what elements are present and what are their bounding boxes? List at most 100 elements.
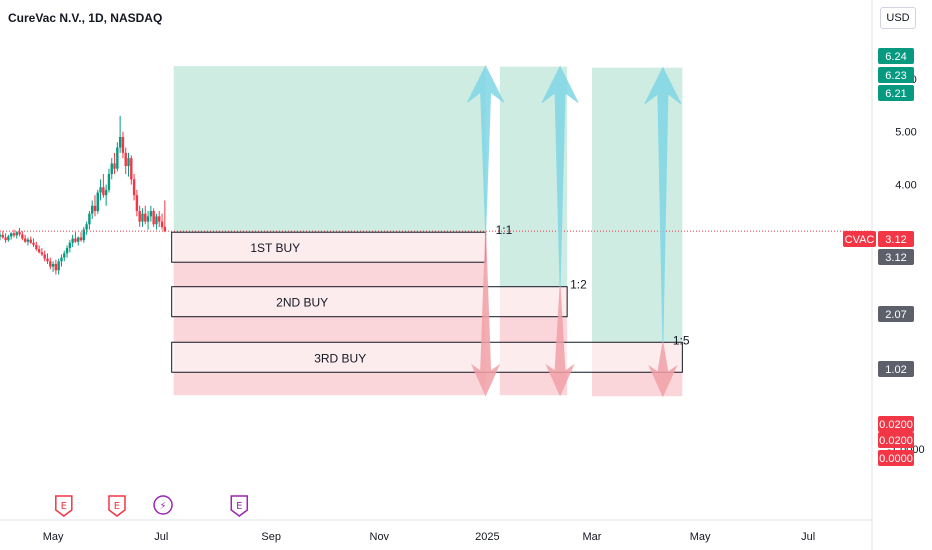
candle-body xyxy=(26,239,30,242)
profit-zone-1 xyxy=(173,66,486,233)
candle-body xyxy=(152,211,155,225)
candle-body xyxy=(32,242,35,245)
candle-body xyxy=(141,213,144,222)
price-tag xyxy=(878,432,914,448)
price-tag-text: 6.23 xyxy=(885,70,906,82)
candle-body xyxy=(54,263,58,271)
symbol-tag xyxy=(843,231,876,247)
symbol-price-tag xyxy=(878,231,914,247)
x-tick-label: Jul xyxy=(801,531,815,543)
x-tick-label: May xyxy=(43,531,64,543)
candle-body xyxy=(132,179,136,196)
price-tag-text: 0.0200 xyxy=(879,419,913,431)
candle-body xyxy=(121,136,125,153)
candle-body xyxy=(155,216,158,225)
candle-body xyxy=(1,234,4,238)
x-tick-label: Jul xyxy=(154,531,168,543)
price-tag xyxy=(878,48,914,64)
event-glyph: E xyxy=(61,501,67,512)
event-glyph: E xyxy=(236,501,242,512)
candle-body xyxy=(43,254,46,259)
candle-body xyxy=(135,195,139,212)
risk-reward-label-1: 1:1 xyxy=(496,223,513,237)
candle-body xyxy=(116,147,119,169)
candle-body xyxy=(63,253,66,258)
candle-body xyxy=(68,242,72,249)
candle-body xyxy=(35,244,38,250)
symbol-tag-text: CVAC xyxy=(845,234,875,246)
candle-body xyxy=(149,211,153,217)
candle-body xyxy=(82,229,86,241)
x-tick-label: Nov xyxy=(370,531,390,543)
candle-body xyxy=(113,163,116,169)
price-tag-text: 6.21 xyxy=(885,88,906,100)
candle-body xyxy=(85,224,88,230)
price-tag xyxy=(878,249,914,265)
event-glyph: ⚡ xyxy=(160,501,167,512)
price-tag-text: 3.12 xyxy=(885,252,906,264)
candle-body xyxy=(90,205,94,214)
candle-body xyxy=(118,136,122,148)
buy-box-1 xyxy=(171,231,487,263)
candle-body xyxy=(71,238,74,243)
price-tag xyxy=(878,361,914,377)
candle-body xyxy=(104,189,108,196)
risk-reward-label-3: 1:5 xyxy=(673,333,690,347)
symbol-price-text: 3.12 xyxy=(885,234,906,246)
candle-body xyxy=(7,236,10,241)
candle-body xyxy=(60,257,63,262)
candle-body xyxy=(144,213,147,222)
stop-arrow-3 xyxy=(648,342,678,398)
candle-body xyxy=(65,248,69,254)
candle-body xyxy=(37,249,41,253)
candle-body xyxy=(93,205,97,212)
price-tag-text: 1.02 xyxy=(885,364,906,376)
price-tag-text: 6.24 xyxy=(885,51,906,63)
buy-box-2 xyxy=(171,286,568,318)
candle-body xyxy=(51,263,55,267)
price-tag-text: 2.07 xyxy=(885,309,906,321)
buy-label-1: 1ST BUY xyxy=(250,241,300,255)
profit-zone-3 xyxy=(591,67,683,343)
candle-body xyxy=(15,232,18,236)
candle-body xyxy=(163,226,167,232)
candle-body xyxy=(127,158,130,167)
candle-body xyxy=(74,238,77,242)
candle-body xyxy=(79,237,83,241)
earnings-event-icon xyxy=(108,495,126,517)
buy-box-3 xyxy=(171,341,683,373)
price-tag-text: 0.0200 xyxy=(879,435,913,447)
event-glyph: E xyxy=(114,501,120,512)
candle-body xyxy=(130,158,133,180)
price-tag xyxy=(878,450,914,466)
x-tick-label: 2025 xyxy=(475,531,499,543)
candle-body xyxy=(102,187,105,196)
candle-body xyxy=(99,187,102,193)
candle-body xyxy=(110,163,113,175)
x-tick-label: Sep xyxy=(261,531,281,543)
earnings-event-icon xyxy=(55,495,73,517)
candle-body xyxy=(49,261,52,267)
candle-body xyxy=(57,261,60,271)
candle-body xyxy=(23,238,27,242)
candle-body xyxy=(124,152,127,167)
earnings-event-icon xyxy=(230,495,249,517)
candle-body xyxy=(107,174,111,190)
price-tag xyxy=(878,85,914,101)
candle-body xyxy=(158,216,161,222)
candle-body xyxy=(40,252,44,255)
y-tick-label: 4.00 xyxy=(895,180,916,192)
stop-arrow-2 xyxy=(545,286,575,397)
candle-body xyxy=(18,232,21,235)
x-tick-label: Mar xyxy=(582,531,601,543)
currency-button[interactable]: USD xyxy=(880,7,916,29)
price-tag-text: 0.0000 xyxy=(879,453,913,465)
candle-body xyxy=(88,213,91,225)
candle-body xyxy=(96,192,99,212)
candle-body xyxy=(12,233,16,236)
buy-label-3: 3RD BUY xyxy=(314,351,366,365)
candle-body xyxy=(160,221,164,227)
candle-body xyxy=(146,216,150,222)
